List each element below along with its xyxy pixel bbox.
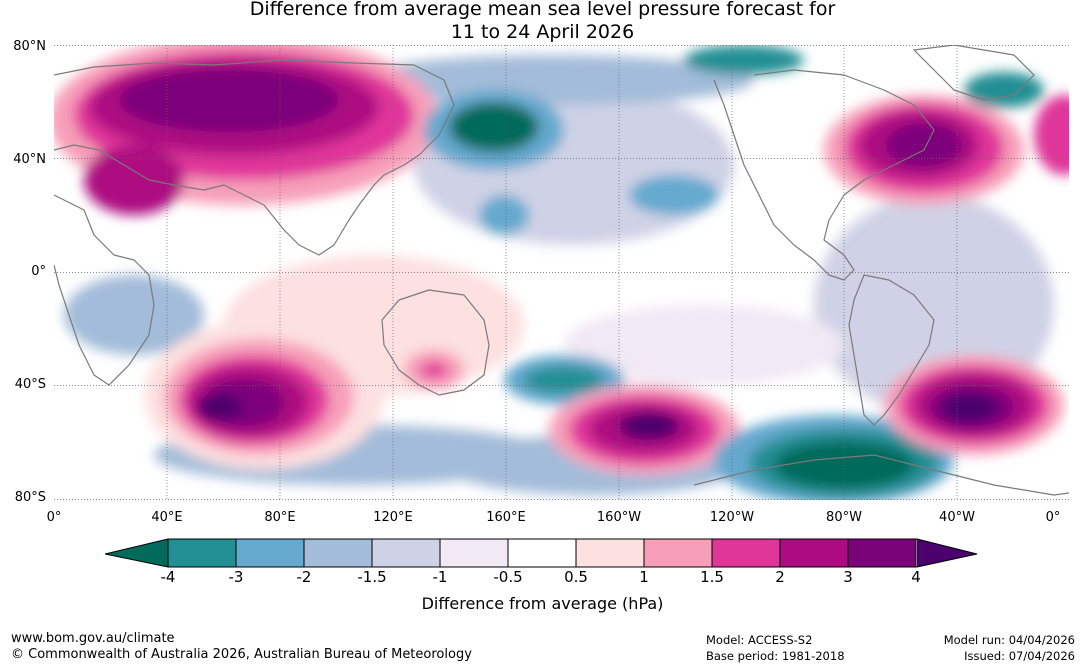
- colorbar-extend-low: [105, 539, 168, 567]
- australia-coast: [381, 289, 490, 396]
- colorbar-tick: 0.5: [564, 568, 588, 586]
- colorbar-tick: -2: [296, 568, 312, 586]
- colorbar-tick: -1: [432, 568, 448, 586]
- lon-label-160w: 160°W: [596, 510, 642, 525]
- anomaly-field: [54, 45, 1069, 500]
- lon-label-40w: 40°W: [939, 510, 975, 525]
- colorbar-tick: 1: [639, 568, 649, 586]
- lon-label-120e: 120°E: [373, 510, 413, 525]
- lon-label-0-left: 0°: [46, 510, 62, 525]
- colorbar-tick: 3: [843, 568, 853, 586]
- lon-label-80e: 80°E: [264, 510, 296, 525]
- colorbar-outline: [105, 538, 978, 568]
- colorbar-tick: 1.5: [700, 568, 724, 586]
- north-america-coast: [713, 69, 935, 281]
- coastlines: [54, 45, 1069, 496]
- colorbar-bin: [712, 539, 780, 567]
- africa-coast: [54, 194, 155, 386]
- lon-label-80w: 80°W: [826, 510, 862, 525]
- lat-label-0: 0°: [31, 264, 46, 279]
- lat-label-40s: 40°S: [14, 377, 46, 392]
- map-title-line-1: Difference from average mean sea level p…: [249, 0, 836, 20]
- lon-label-40e: 40°E: [151, 510, 183, 525]
- pressure-anomaly-map: [54, 45, 1069, 500]
- lat-label-80s: 80°S: [14, 490, 46, 505]
- lat-label-40n: 40°N: [13, 152, 46, 167]
- lon-label-120w: 120°W: [709, 510, 755, 525]
- colorbar-tick: -1.5: [357, 568, 387, 586]
- lat-label-80n: 80°N: [13, 39, 46, 54]
- colorbar-tick: -3: [228, 568, 244, 586]
- colorbar: [105, 538, 978, 568]
- colorbar-tick: 2: [775, 568, 785, 586]
- colorbar-bin: [304, 539, 372, 567]
- colorbar-bin: [848, 539, 916, 567]
- south-america-coast: [848, 274, 935, 426]
- lon-label-160e: 160°E: [486, 510, 526, 525]
- lon-label-0-right: 0°: [1045, 510, 1061, 525]
- map-title-line-2: 11 to 24 April 2026: [450, 21, 635, 43]
- greenland-coast: [913, 45, 1035, 101]
- colorbar-label: Difference from average (hPa): [421, 594, 664, 613]
- footer-model-run: Model run: 04/04/2026: [943, 633, 1075, 647]
- antarctica-coast: [693, 454, 1069, 496]
- colorbar-bin: [576, 539, 644, 567]
- colorbar-bin: [508, 539, 576, 567]
- colorbar-extend-high: [917, 539, 977, 567]
- colorbar-bin: [644, 539, 712, 567]
- colorbar-tick: 4: [911, 568, 921, 586]
- footer-issued: Issued: 07/04/2026: [964, 649, 1075, 663]
- footer-base-period: Base period: 1981-2018: [706, 649, 845, 663]
- colorbar-tick: -0.5: [493, 568, 523, 586]
- colorbar-tick: -4: [160, 568, 176, 586]
- graticule: [54, 45, 1069, 500]
- footer-model: Model: ACCESS-S2: [706, 633, 813, 647]
- eurasia-coast: [54, 59, 455, 256]
- colorbar-bin: [440, 539, 508, 567]
- footer-website: www.bom.gov.au/climate: [11, 631, 175, 646]
- colorbar-bin: [236, 539, 304, 567]
- colorbar-bin: [168, 539, 236, 567]
- colorbar-bin: [372, 539, 440, 567]
- footer-copyright: © Commonwealth of Australia 2026, Austra…: [11, 647, 472, 662]
- colorbar-bin: [780, 539, 848, 567]
